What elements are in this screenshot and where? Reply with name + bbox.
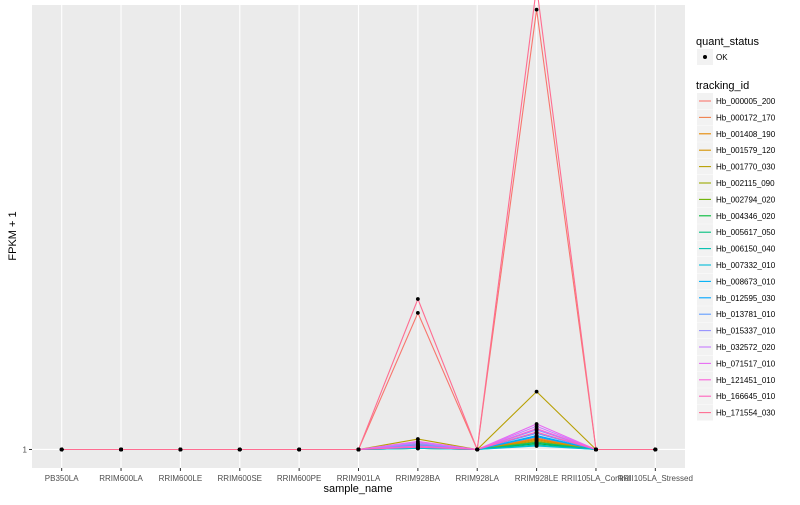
data-point (534, 426, 539, 431)
data-point (119, 447, 123, 452)
y-tick-label: 1 (23, 445, 28, 454)
legend-series-label: Hb_166645_010 (716, 392, 776, 401)
data-point (534, 7, 539, 12)
x-tick-label: RRIM600LA (99, 474, 143, 483)
legend-tracking-id: tracking_id Hb_000005_200 Hb_000172_170 Hb… (696, 80, 776, 421)
x-axis: PB350LA RRIM600LA RRIM600LE RRIM600SE RRIM60… (45, 468, 693, 483)
data-point (534, 430, 539, 435)
legend-series-label: Hb_001579_120 (716, 146, 776, 155)
x-tick-label: RRIM600PE (277, 474, 321, 483)
legend-series-label: Hb_171554_030 (716, 409, 776, 418)
data-point (237, 447, 242, 452)
legend-series-label: Hb_006150_040 (716, 245, 776, 254)
x-axis-title: sample_name (323, 483, 392, 495)
legend-series-label: Hb_005617_050 (716, 228, 776, 237)
data-point (178, 447, 183, 452)
legend-series-label: Hb_071517_010 (716, 359, 776, 368)
legend-tracking-title: tracking_id (696, 80, 749, 92)
legend-series-label: Hb_012595_030 (716, 294, 776, 303)
data-point (415, 297, 420, 301)
legend-series-label: Hb_002115_090 (716, 179, 775, 188)
legend-series-label: Hb_000172_170 (716, 113, 776, 122)
legend-quant-label: OK (716, 53, 728, 62)
y-axis: 1 (23, 445, 32, 454)
x-tick-label: RRIM928BA (396, 474, 441, 483)
x-tick-label: RRIM901LA (337, 474, 381, 483)
legend-series-label: Hb_001408_190 (716, 130, 776, 139)
data-point (534, 422, 539, 426)
series-points (59, 7, 658, 452)
legend-series-label: Hb_121451_010 (716, 376, 776, 385)
data-point (415, 439, 420, 444)
legend-series-label: Hb_007332_010 (716, 261, 776, 270)
data-point (534, 444, 539, 448)
legend-series-label: Hb_004346_020 (716, 212, 776, 221)
x-tick-label: RRIM600SE (218, 474, 262, 483)
data-point (653, 447, 658, 452)
legend-series-label: Hb_032572_020 (716, 343, 776, 352)
grid-lines (32, 5, 685, 468)
legend-series-label: Hb_001770_030 (716, 163, 776, 172)
x-tick-label: RRIM600LE (159, 474, 203, 483)
data-point (534, 389, 539, 394)
legend-quant-status: quant_status OK (696, 36, 759, 65)
legend-series-label: Hb_013781_010 (716, 310, 776, 319)
legend-series-label: Hb_008673_010 (716, 277, 776, 286)
data-point (475, 447, 480, 452)
data-point (297, 447, 302, 452)
legend-series-label: Hb_002794_020 (716, 195, 776, 204)
x-tick-label: PB350LA (45, 474, 79, 483)
x-tick-label: RRII105LA_Stressed (618, 474, 693, 483)
y-axis-title: FPKM + 1 (7, 211, 19, 260)
data-point (356, 447, 361, 452)
data-point (594, 447, 598, 452)
legend-series-label: Hb_000005_200 (716, 97, 776, 106)
data-point (59, 447, 64, 452)
data-point (415, 445, 420, 450)
data-point (415, 310, 420, 315)
legend-point-icon (703, 55, 707, 59)
x-tick-label: RRII105LA_Control (561, 474, 631, 483)
legend-quant-title: quant_status (696, 36, 759, 48)
x-tick-label: RRIM928LA (455, 474, 499, 483)
x-tick-label: RRIM928LE (515, 474, 559, 483)
legend-series-label: Hb_015337_010 (716, 327, 776, 336)
